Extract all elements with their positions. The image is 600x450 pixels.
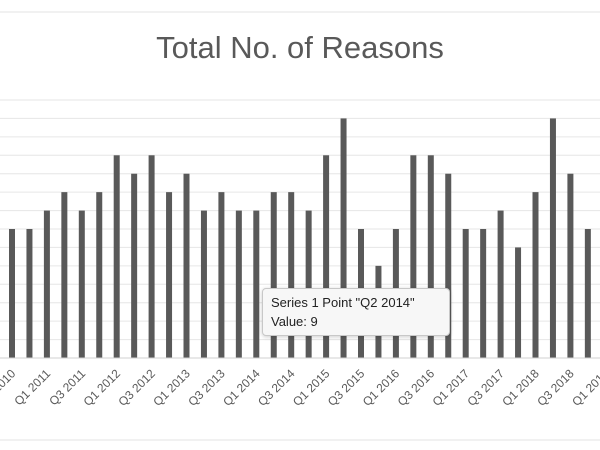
bar [61,192,68,358]
bar [497,210,504,358]
bar [253,210,260,358]
bar [410,155,417,358]
bar [218,192,225,358]
bar [43,210,50,358]
bar [532,192,539,358]
x-tick-label: Q1 2014 [220,366,263,409]
chart-title: Total No. of Reasons [156,30,444,65]
bar [96,192,103,358]
bar [270,192,277,358]
x-tick-label: Q3 2014 [255,366,298,409]
x-tick-label: Q3 2017 [465,366,508,409]
x-tick-label: Q3 2012 [116,366,159,409]
bar [26,229,33,358]
bar [340,118,347,358]
bar [166,192,173,358]
x-tick-label: Q3 2011 [46,366,88,408]
bar [584,229,591,358]
x-tick-label: Q1 2013 [150,366,193,409]
tooltip-line: Value: 9 [271,314,318,329]
x-tick-label: Q3 2018 [534,366,577,409]
bar [148,155,155,358]
bar [131,173,138,358]
x-tick-label: Q1 2016 [360,366,403,409]
bar [113,155,120,358]
x-tick-label: Q3 2015 [325,366,368,409]
bar [480,229,487,358]
bar [462,229,469,358]
bar [567,173,574,358]
bar [549,118,556,358]
x-tick-label: Q1 2015 [290,366,333,409]
bar [427,155,434,358]
x-tick-label: Q3 2016 [395,366,438,409]
bar [323,155,330,358]
x-tick-label: Q1 2012 [81,366,124,409]
bar [235,210,242,358]
bar [445,173,452,358]
x-tick-label: Q1 2011 [11,366,53,408]
tooltip-line: Series 1 Point "Q2 2014" [271,295,415,310]
x-tick-label: Q3 2013 [185,366,228,409]
bar [9,229,15,358]
x-tick-label: Q1 2018 [499,366,542,409]
x-tick-label: Q1 2019 [569,366,600,409]
bar [288,192,295,358]
bar [183,173,190,358]
x-tick-label: Q1 2017 [430,366,473,409]
bar [200,210,207,358]
bar [305,210,312,358]
bar [78,210,85,358]
tooltip: Series 1 Point "Q2 2014" Value: 9 [262,288,450,336]
bar [515,247,522,358]
